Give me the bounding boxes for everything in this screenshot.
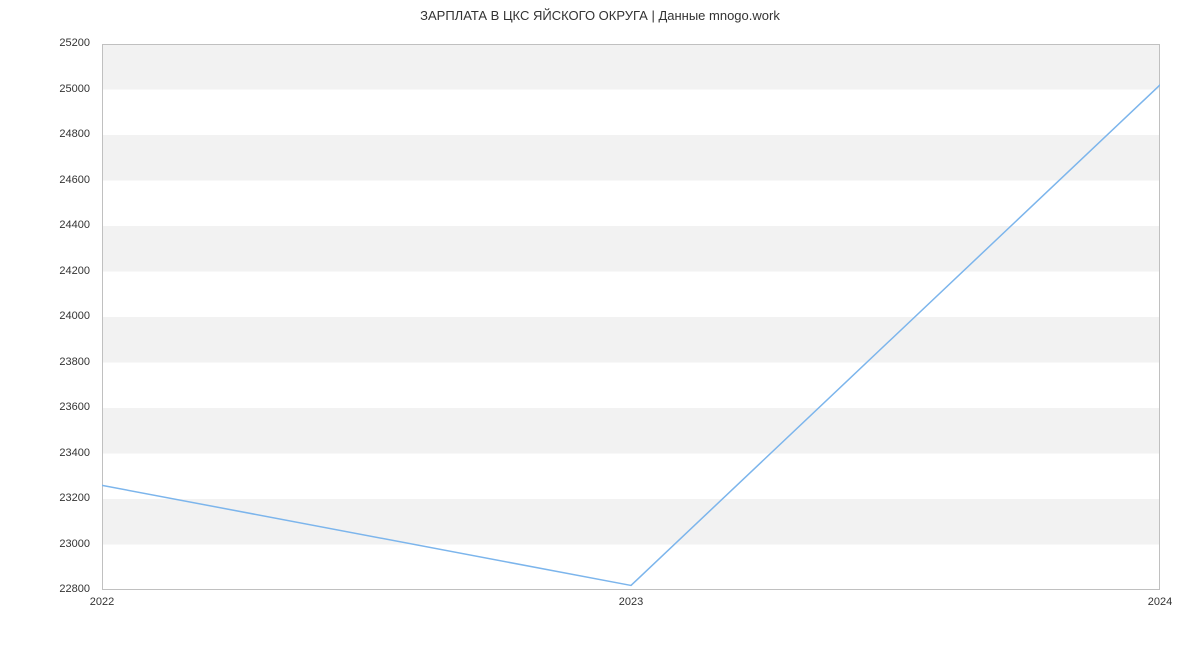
chart-container: ЗАРПЛАТА В ЦКС ЯЙСКОГО ОКРУГА | Данные m… — [0, 0, 1200, 650]
x-tick-label: 2022 — [72, 596, 132, 608]
y-tick-label: 23600 — [0, 401, 90, 413]
y-tick-label: 25200 — [0, 37, 90, 49]
chart-plot — [102, 44, 1160, 590]
y-tick-label: 25000 — [0, 83, 90, 95]
x-tick-label: 2023 — [601, 596, 661, 608]
y-tick-label: 24200 — [0, 265, 90, 277]
y-tick-label: 22800 — [0, 583, 90, 595]
y-tick-label: 24800 — [0, 128, 90, 140]
y-tick-label: 23200 — [0, 492, 90, 504]
chart-title: ЗАРПЛАТА В ЦКС ЯЙСКОГО ОКРУГА | Данные m… — [0, 8, 1200, 23]
x-tick-label: 2024 — [1130, 596, 1190, 608]
y-tick-label: 24400 — [0, 219, 90, 231]
y-tick-label: 24600 — [0, 174, 90, 186]
y-tick-label: 23000 — [0, 538, 90, 550]
y-tick-label: 23400 — [0, 447, 90, 459]
y-tick-label: 24000 — [0, 310, 90, 322]
y-tick-label: 23800 — [0, 356, 90, 368]
